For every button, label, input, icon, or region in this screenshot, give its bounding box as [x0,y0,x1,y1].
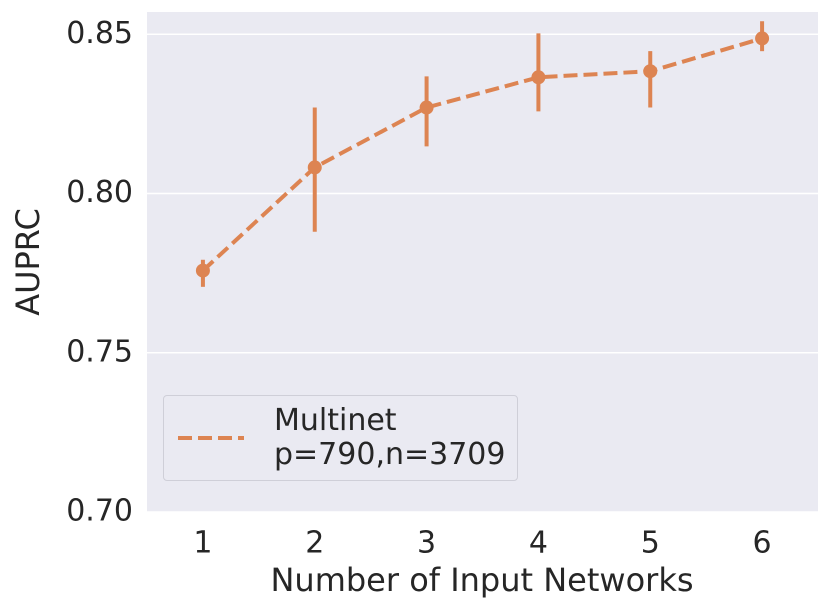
point [531,70,546,85]
point [419,100,434,115]
y-tick-label: 0.85 [66,16,133,51]
point [195,263,210,278]
y-tick-label: 0.75 [66,334,133,369]
x-tick-label: 5 [641,526,660,561]
point [307,160,322,175]
legend-swatch [178,436,244,440]
x-tick-label: 3 [417,526,436,561]
line [201,36,763,273]
y-tick-label: 0.80 [66,175,133,210]
y-axis-label: AUPRC [9,208,47,316]
point [755,31,770,46]
legend: Multinet p=790,n=3709 [163,395,519,481]
x-tick-label: 6 [753,526,772,561]
point [643,64,658,79]
x-axis-label: Number of Input Networks [270,561,693,599]
legend-label: Multinet p=790,n=3709 [274,403,506,472]
y-tick-label: 0.70 [66,494,133,529]
x-tick-label: 4 [529,526,548,561]
x-tick-label: 2 [305,526,324,561]
x-tick-label: 1 [193,526,212,561]
